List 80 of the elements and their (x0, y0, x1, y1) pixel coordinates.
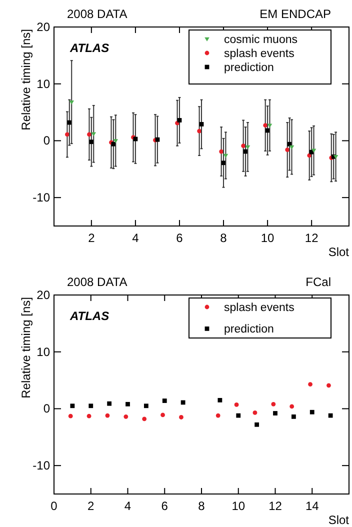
point (289, 145, 294, 150)
y-tick-label: 0 (43, 134, 50, 148)
x-tick-label: 8 (220, 231, 228, 245)
point (180, 400, 186, 405)
point (126, 402, 130, 406)
point (65, 132, 70, 137)
y-tick-label: 10 (36, 76, 50, 91)
y-tick-label: 20 (36, 288, 50, 302)
point (88, 404, 94, 408)
y-axis-title: Relative timing [ns] (19, 297, 33, 398)
point (179, 415, 184, 420)
x-tick-label: 10 (260, 231, 275, 245)
point (285, 148, 290, 152)
point (310, 410, 314, 414)
point (252, 410, 258, 415)
point (245, 145, 250, 150)
x-tick-label: 14 (305, 499, 320, 513)
x-tick-label: 10 (232, 499, 246, 513)
legend-label: prediction (224, 62, 274, 74)
point (241, 144, 246, 148)
point (290, 404, 294, 409)
x-tick-label: 4 (132, 231, 140, 245)
y-tick-label: 10 (36, 344, 50, 359)
text: 2008 DATA (67, 275, 128, 289)
point (218, 398, 222, 402)
x-tick-label: 12 (304, 231, 319, 245)
point (199, 122, 204, 126)
point (86, 414, 92, 418)
point (291, 414, 296, 419)
point (113, 139, 118, 144)
point (236, 413, 241, 418)
point (263, 123, 268, 128)
point (223, 154, 228, 158)
point (162, 398, 167, 403)
point (144, 404, 148, 408)
point (216, 413, 220, 418)
legend-label: cosmic muons (224, 34, 298, 46)
y-tick-label: 20 (36, 20, 50, 34)
legend-label: splash events (224, 302, 295, 314)
x-tick-label: 4 (124, 499, 132, 513)
annotation: ATLAS (69, 41, 110, 55)
point (308, 382, 312, 386)
point (177, 118, 182, 122)
point (124, 414, 128, 419)
y-tick-label: -10 (32, 190, 50, 205)
legend-label: prediction (224, 324, 274, 336)
point (254, 422, 260, 427)
point (87, 132, 92, 137)
x-tick-label: 6 (161, 499, 168, 513)
point (326, 383, 331, 388)
x-tick-label: 2 (88, 499, 95, 513)
legend-label: splash events (224, 48, 295, 60)
point (70, 404, 75, 408)
point (271, 402, 276, 406)
x-tick-label: 12 (268, 499, 282, 513)
annotation: ATLAS (69, 309, 110, 323)
point (105, 413, 110, 418)
point (273, 411, 278, 416)
point (219, 149, 224, 154)
point (107, 401, 112, 406)
point (197, 128, 202, 134)
text: EM ENDCAP (260, 7, 331, 21)
x-tick-label: 8 (198, 499, 206, 513)
text: FCal (306, 275, 331, 289)
x-tick-label: 2 (88, 231, 96, 245)
point (155, 137, 160, 142)
x-axis-title: Slot (328, 245, 350, 259)
x-axis-title: Slot (328, 513, 350, 527)
point (333, 155, 338, 160)
point (142, 416, 147, 422)
y-tick-label: 0 (43, 402, 50, 416)
y-axis-title: Relative timing [ns] (19, 29, 33, 130)
point (68, 414, 73, 418)
y-tick-label: -10 (32, 458, 50, 473)
point (160, 412, 165, 418)
point (234, 402, 239, 407)
point (328, 413, 333, 418)
x-tick-label: 6 (176, 231, 184, 245)
point (69, 100, 74, 104)
text: 2008 DATA (67, 7, 128, 21)
